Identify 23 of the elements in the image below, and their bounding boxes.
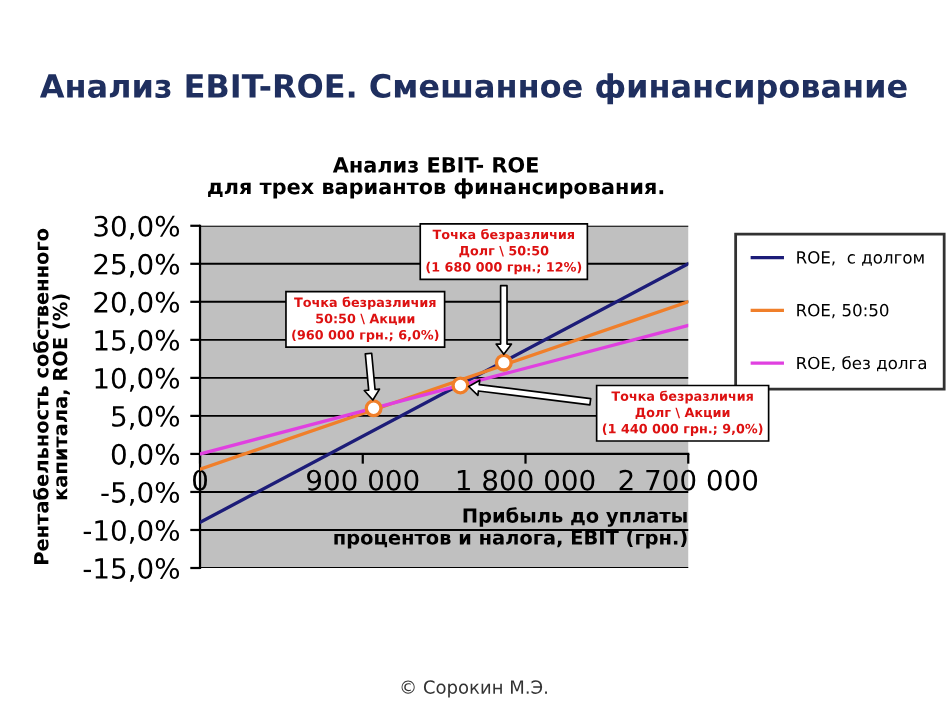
chart-title: Анализ EBIT-ROE. Смешанное финансирование [39, 73, 907, 105]
y-tick-label: 25,0% [94, 253, 180, 278]
y-tick-label: 10,0% [95, 367, 180, 392]
y-tick-label: -5,0% [101, 481, 180, 506]
point [494, 353, 513, 372]
text: © Сорокин М.Э. [401, 680, 547, 698]
x-tick-label: 900 000 [307, 469, 419, 491]
y-tick-label: 20,0% [94, 291, 180, 316]
point [364, 399, 383, 418]
legend-label: ROE, без долга [797, 356, 926, 372]
y-axis-title: Рентабельность собственного капитала, ROE (%) [32, 228, 70, 564]
x-tick-label: 1 800 000 [457, 469, 595, 491]
y-tick-label: 15,0% [95, 329, 180, 354]
chart-subtitle: Анализ EBIT- ROE для трех вариантов финансирования. [208, 156, 664, 199]
legend-label: ROE, с долгом [797, 251, 924, 266]
y-tick-label: -15,0% [83, 557, 180, 582]
point [451, 376, 470, 395]
x-tick-label: 2 700 000 [619, 469, 758, 491]
y-tick-label: -10,0% [83, 519, 180, 544]
y-tick-label: 5,0% [112, 405, 180, 430]
y-tick-label: 0,0% [111, 443, 180, 468]
legend-label: ROE, 50:50 [797, 303, 889, 319]
y-tick-label: 30,0% [94, 215, 180, 240]
